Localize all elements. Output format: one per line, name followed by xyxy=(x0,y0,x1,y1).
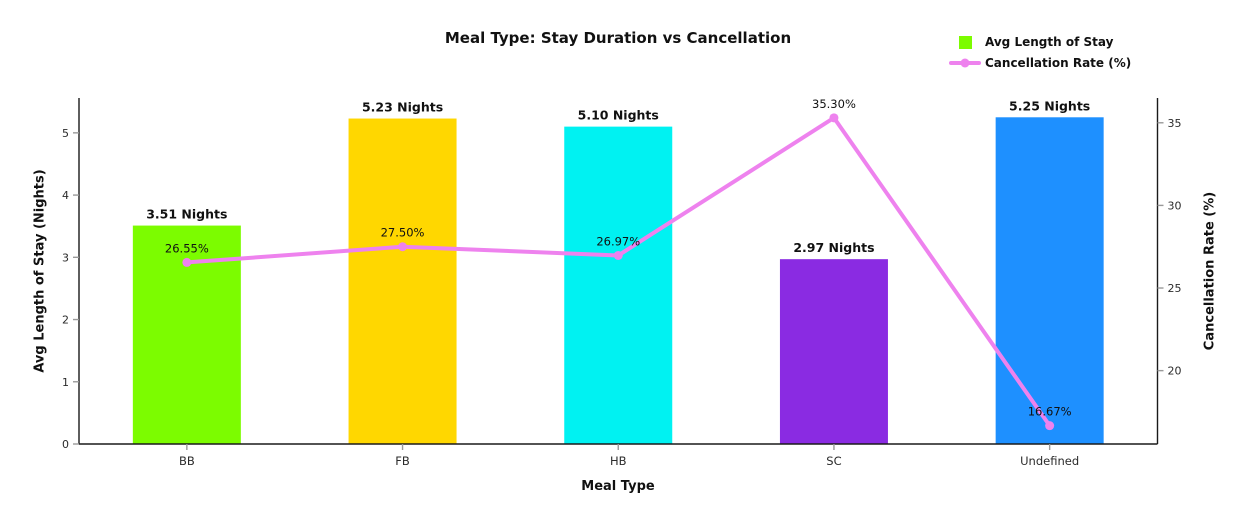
y-tick-label-left: 2 xyxy=(62,314,69,327)
legend-item-bar: Avg Length of Stay xyxy=(948,33,1131,51)
y-tick-label-left: 4 xyxy=(62,189,69,202)
y-tick-label-left: 1 xyxy=(62,376,69,389)
line-point-HB xyxy=(613,250,623,260)
line-marker-icon xyxy=(960,58,970,68)
legend-label-bar: Avg Length of Stay xyxy=(985,35,1114,49)
y-tick-label-left: 5 xyxy=(62,127,69,140)
bar-SC xyxy=(779,259,888,444)
bar-value-label: 3.51 Nights xyxy=(146,207,227,222)
legend-line-swatch-area xyxy=(948,58,982,68)
line-value-label: 26.97% xyxy=(596,234,640,248)
x-axis-label: Meal Type xyxy=(581,479,655,494)
legend-label-line: Cancellation Rate (%) xyxy=(985,56,1132,70)
x-tick-label-Undefined: Undefined xyxy=(1020,454,1079,468)
line-point-FB xyxy=(398,242,408,252)
line-value-label: 35.30% xyxy=(812,97,856,111)
bar-HB xyxy=(564,126,673,444)
line-value-label: 26.55% xyxy=(165,241,209,255)
bar-value-label: 5.23 Nights xyxy=(362,100,443,115)
bar-value-label: 5.10 Nights xyxy=(578,108,659,123)
y-tick-label-left: 3 xyxy=(62,251,69,264)
bar-value-label: 5.25 Nights xyxy=(1009,98,1090,113)
line-point-BB xyxy=(182,257,192,267)
bar-value-label: 2.97 Nights xyxy=(793,240,874,255)
legend: Avg Length of Stay Cancellation Rate (%) xyxy=(948,33,1131,72)
legend-bar-swatch-area xyxy=(948,35,982,49)
chart-title: Meal Type: Stay Duration vs Cancellation xyxy=(444,29,792,47)
line-swatch-icon xyxy=(949,58,981,68)
y-tick-label-right: 20 xyxy=(1168,365,1182,378)
line-point-SC xyxy=(829,113,839,123)
bar-FB xyxy=(348,118,457,444)
x-tick-label-SC: SC xyxy=(826,454,841,468)
line-point-Undefined xyxy=(1045,421,1055,431)
legend-item-line: Cancellation Rate (%) xyxy=(948,54,1131,72)
line-value-label: 16.67% xyxy=(1028,405,1072,419)
x-tick-label-FB: FB xyxy=(395,454,410,468)
y-tick-label-right: 25 xyxy=(1168,282,1182,295)
y-tick-label-left: 0 xyxy=(62,438,69,451)
x-tick-label-HB: HB xyxy=(610,454,627,468)
y-tick-label-right: 35 xyxy=(1168,117,1182,130)
x-tick-label-BB: BB xyxy=(179,454,195,468)
bar-Undefined xyxy=(995,117,1104,444)
y-tick-label-right: 30 xyxy=(1168,199,1182,212)
line-value-label: 27.50% xyxy=(381,226,425,240)
bar-swatch-icon xyxy=(958,35,972,49)
